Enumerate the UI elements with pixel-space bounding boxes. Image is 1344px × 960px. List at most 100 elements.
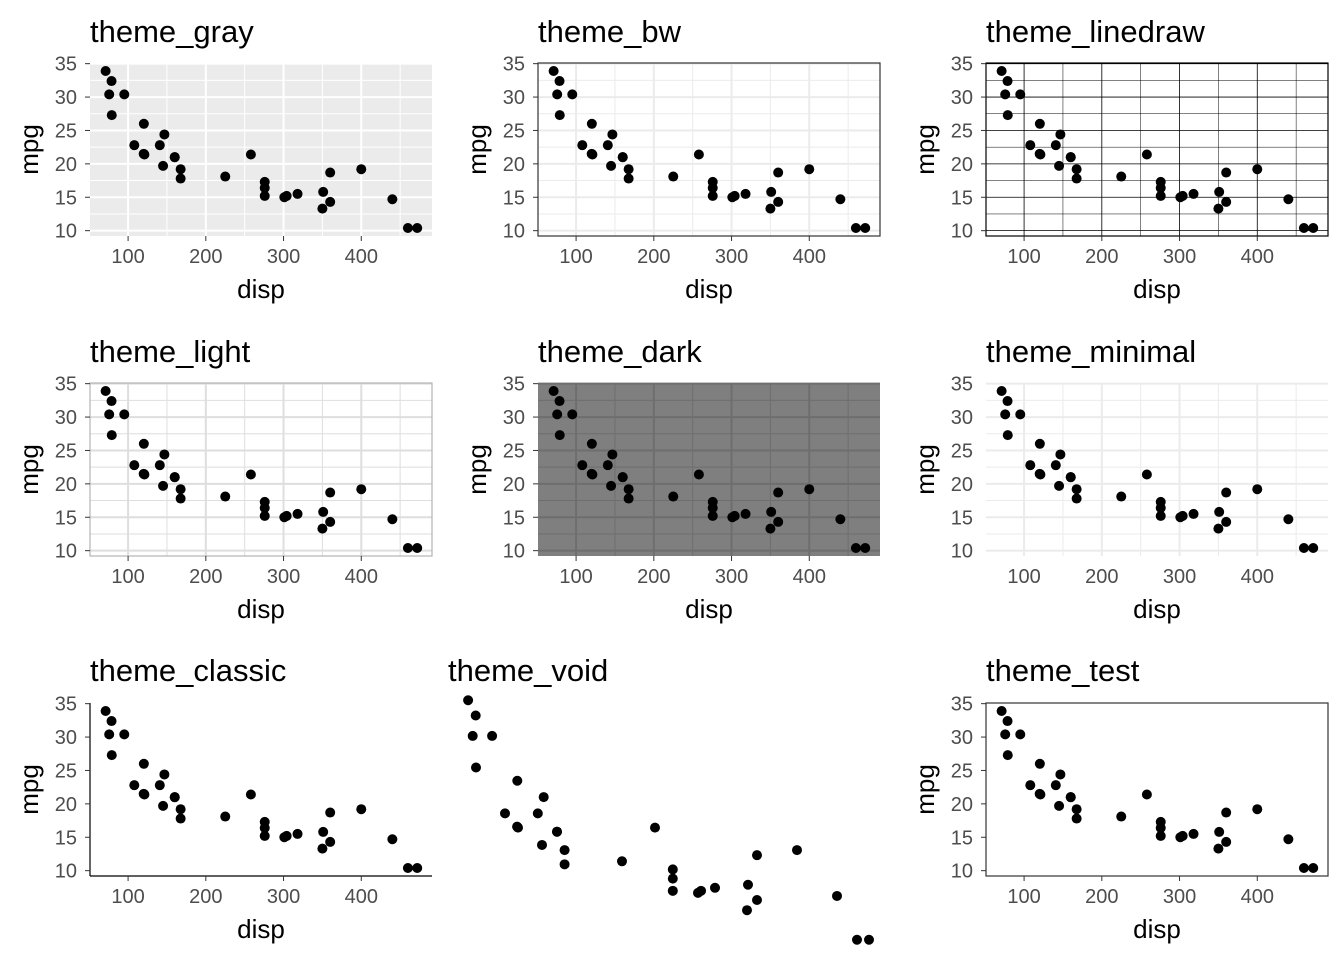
y-tick-label: 30 (503, 87, 525, 109)
data-point (259, 176, 270, 187)
x-tick-label: 300 (715, 566, 748, 588)
data-point (1221, 487, 1232, 498)
data-point (471, 762, 481, 773)
data-point (356, 484, 367, 495)
panel-title: theme_minimal (986, 334, 1196, 369)
x-tick-label: 200 (1085, 886, 1118, 908)
data-point (158, 480, 169, 491)
data-point (693, 149, 704, 160)
data-point (318, 506, 329, 517)
data-point (729, 190, 740, 201)
data-point (552, 826, 562, 837)
panel-title: theme_light (90, 334, 251, 369)
data-point (106, 750, 117, 761)
panel-title: theme_test (986, 653, 1140, 688)
y-tick-label: 25 (951, 760, 973, 782)
data-point (567, 409, 578, 420)
data-point (1213, 523, 1224, 534)
x-tick-label: 100 (111, 566, 144, 588)
y-tick-label: 35 (951, 374, 973, 396)
data-point (773, 196, 784, 207)
data-point (1252, 804, 1263, 815)
data-point (650, 822, 660, 833)
y-tick-label: 10 (55, 221, 77, 243)
y-axis-title: mpg (910, 444, 940, 495)
data-point (1054, 480, 1065, 491)
data-point (106, 716, 117, 727)
data-point (158, 800, 169, 811)
y-tick-label: 15 (55, 827, 77, 849)
data-point (1034, 118, 1045, 129)
data-point (129, 780, 140, 791)
panel-border (985, 702, 1329, 877)
x-tick-label: 200 (189, 886, 222, 908)
data-point (220, 811, 231, 822)
y-tick-label: 30 (55, 407, 77, 429)
data-point (325, 167, 336, 178)
y-tick-label: 30 (951, 407, 973, 429)
data-point (1188, 188, 1199, 199)
data-point (804, 164, 815, 175)
y-tick-label: 20 (951, 474, 973, 496)
data-point (1035, 149, 1046, 160)
panel-void: theme_void (448, 653, 874, 945)
data-point (606, 160, 617, 171)
data-point (317, 843, 328, 854)
data-point (402, 222, 413, 233)
data-point (1071, 173, 1082, 184)
y-tick-label: 35 (55, 54, 77, 76)
data-point (743, 879, 753, 890)
data-point (1000, 729, 1011, 740)
data-point (617, 152, 628, 163)
y-tick-label: 35 (951, 54, 973, 76)
data-point (1188, 508, 1199, 519)
data-point (773, 487, 784, 498)
data-point (532, 808, 543, 819)
data-point (1071, 493, 1082, 504)
data-point (707, 496, 718, 507)
data-point (1298, 862, 1309, 873)
data-point (1213, 203, 1224, 214)
y-axis-title: mpg (462, 124, 492, 175)
data-point (1252, 484, 1263, 495)
data-point (169, 792, 180, 803)
data-point (106, 430, 117, 441)
data-point (387, 194, 398, 205)
x-tick-label: 100 (111, 246, 144, 268)
data-point (1141, 149, 1152, 160)
data-point (1025, 140, 1036, 151)
data-point (500, 808, 510, 819)
data-point (668, 491, 679, 502)
data-point (752, 895, 762, 906)
data-points (996, 386, 1319, 553)
y-tick-label: 25 (55, 440, 77, 462)
data-point (1221, 516, 1232, 527)
data-point (693, 469, 704, 480)
x-tick-label: 300 (715, 246, 748, 268)
y-tick-label: 15 (503, 507, 525, 529)
data-points (996, 66, 1319, 233)
panel-classic: theme_classic 100 200 300 400 10 15 20 25 30 35 dis… (14, 653, 432, 944)
panel-test: theme_test 100 200 300 400 10 15 20 25 30 35 disp mp… (910, 653, 1329, 944)
data-point (850, 222, 861, 233)
data-point (1155, 816, 1166, 827)
data-point (245, 149, 256, 160)
x-tick-label: 400 (345, 246, 378, 268)
data-point (104, 729, 115, 740)
data-point (1177, 830, 1188, 841)
panel-background (90, 383, 432, 556)
panel-background (90, 63, 432, 236)
data-point (387, 514, 398, 525)
y-tick-label: 20 (55, 474, 77, 496)
data-point (852, 934, 862, 945)
y-tick-label: 20 (951, 794, 973, 816)
data-point (740, 508, 751, 519)
data-point (766, 506, 777, 517)
data-point (1065, 472, 1076, 483)
data-point (318, 826, 329, 837)
data-points (996, 706, 1319, 873)
panel-title: theme_gray (90, 14, 254, 49)
data-point (325, 487, 336, 498)
data-point (1221, 196, 1232, 207)
x-axis-title: disp (1133, 594, 1181, 624)
